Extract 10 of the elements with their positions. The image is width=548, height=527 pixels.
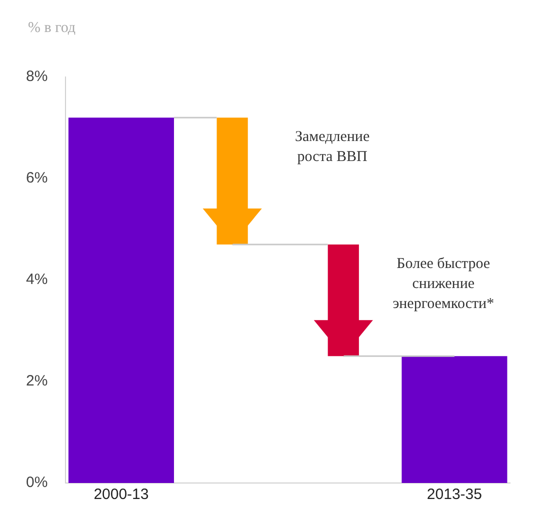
y-tick-label: 8% xyxy=(26,68,48,86)
y-tick-label: 2% xyxy=(26,372,48,390)
y-tick-label: 6% xyxy=(26,170,48,187)
annotation: Замедление роста ВВП xyxy=(294,129,370,166)
y-axis-title: % в год xyxy=(28,20,77,38)
x-tick-label: 2000-13 xyxy=(94,486,149,504)
annotation: Более быстрое снижение энергоемкости* xyxy=(392,256,494,312)
y-tick-label: 4% xyxy=(26,271,48,288)
x-tick-label: 2013-35 xyxy=(426,486,482,504)
y-tick-label: 0% xyxy=(26,474,48,492)
